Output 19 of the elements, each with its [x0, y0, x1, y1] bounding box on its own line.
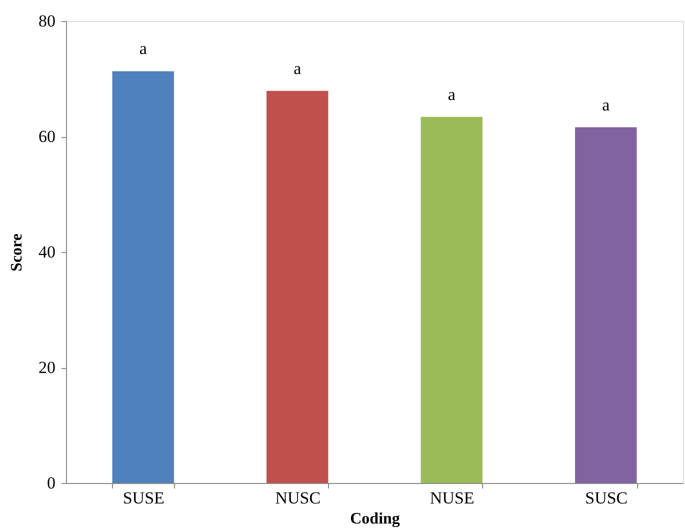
y-axis-title: Score — [8, 234, 26, 272]
annotation: a — [448, 84, 456, 104]
x-tick-label: NUSC — [275, 488, 321, 508]
y-tick-label: 20 — [38, 358, 56, 377]
x-axis-title: Coding — [350, 510, 400, 528]
bar — [420, 116, 482, 483]
annotation: a — [602, 95, 610, 114]
annotation: a — [139, 39, 148, 58]
y-tick-label: 40 — [38, 242, 56, 262]
y-tick-label: 80 — [38, 12, 56, 30]
bar — [112, 71, 174, 483]
y-tick-label: 0 — [47, 474, 56, 492]
x-tick-label: SUSC — [585, 488, 628, 508]
x-tick-label: SUSE — [122, 488, 164, 508]
bar — [575, 127, 637, 483]
bar — [266, 90, 328, 483]
annotation: a — [294, 58, 302, 78]
x-tick-label: NUSE — [430, 488, 474, 508]
y-tick-label: 60 — [38, 127, 56, 146]
